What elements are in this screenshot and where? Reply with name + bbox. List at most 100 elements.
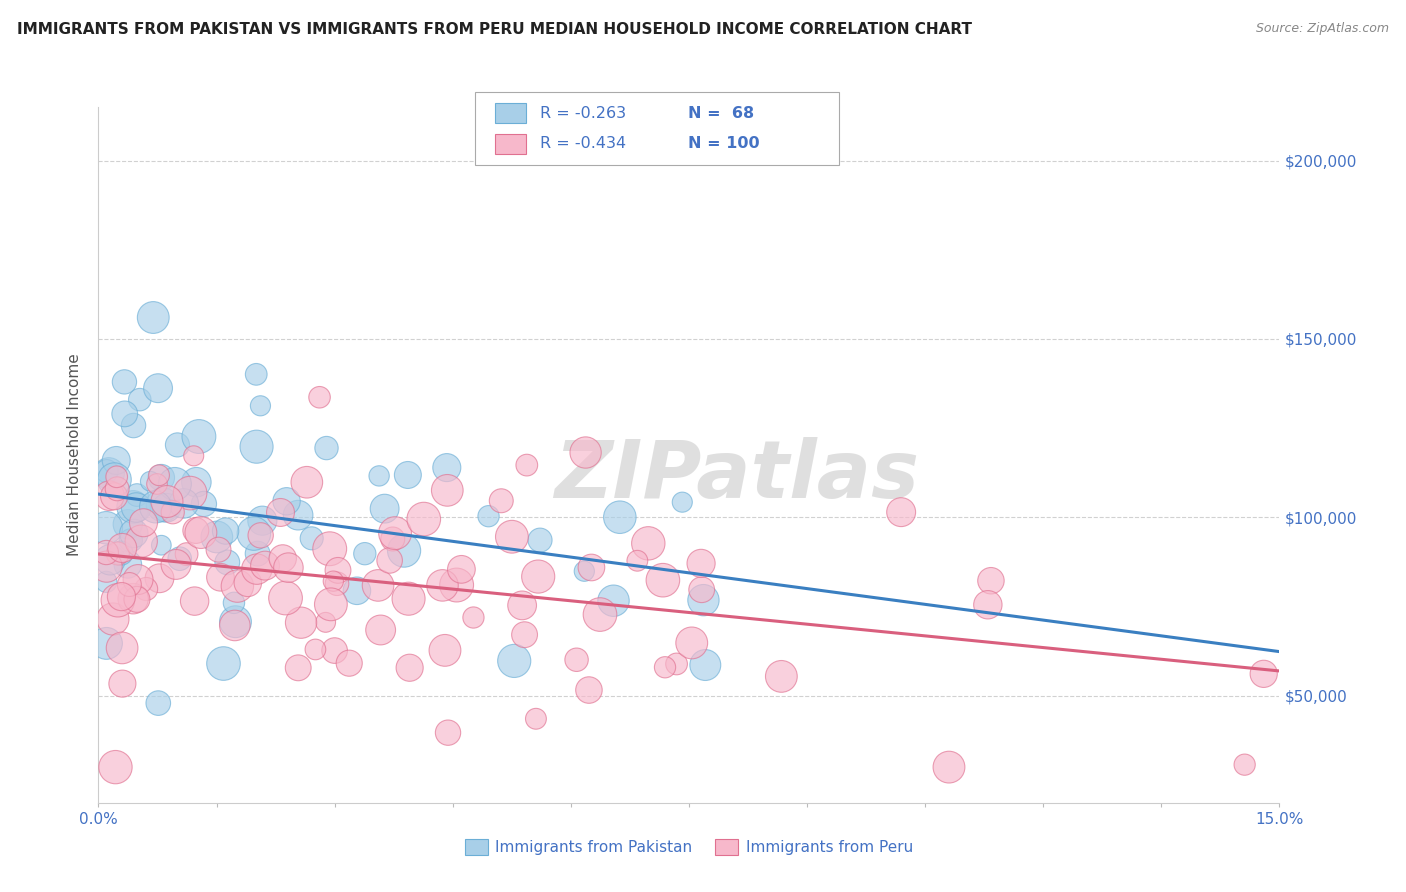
Point: [575, 445, 598, 459]
Point: [187, 429, 209, 443]
Point: [132, 516, 155, 530]
Point: [96, 521, 118, 535]
Point: [433, 643, 456, 657]
Point: [503, 654, 526, 668]
Point: [367, 578, 389, 592]
Point: [249, 399, 271, 413]
Point: [277, 560, 299, 574]
Text: N = 100: N = 100: [688, 136, 759, 152]
Point: [396, 467, 419, 482]
Point: [236, 575, 259, 590]
Point: [243, 526, 266, 541]
Point: [322, 574, 344, 589]
Point: [96, 464, 118, 478]
Point: [374, 501, 396, 516]
Point: [938, 760, 960, 774]
Point: [412, 512, 434, 526]
Point: [96, 559, 118, 574]
Point: [224, 618, 246, 632]
Point: [368, 469, 391, 483]
Point: [209, 570, 232, 584]
Point: [166, 438, 188, 452]
Point: [977, 598, 1000, 612]
Point: [111, 640, 134, 655]
Point: [214, 524, 236, 538]
Point: [96, 545, 118, 559]
Point: [276, 494, 298, 508]
Point: [98, 553, 121, 567]
Point: [254, 558, 277, 573]
Point: [217, 555, 239, 569]
Point: [690, 557, 713, 571]
Point: [103, 489, 125, 503]
Point: [384, 526, 406, 541]
Point: [510, 599, 533, 613]
Point: [602, 593, 624, 607]
Y-axis label: Median Household Income: Median Household Income: [67, 353, 83, 557]
Point: [145, 500, 167, 514]
Point: [125, 592, 148, 607]
Point: [326, 563, 349, 577]
Point: [290, 615, 312, 630]
Point: [319, 541, 342, 556]
Point: [105, 453, 128, 467]
Point: [105, 482, 128, 496]
Point: [122, 418, 145, 433]
Point: [301, 531, 323, 545]
Point: [114, 375, 136, 389]
Point: [150, 471, 173, 485]
Point: [637, 536, 659, 550]
Point: [353, 547, 375, 561]
Point: [381, 532, 404, 546]
Point: [398, 591, 420, 606]
Point: [122, 500, 145, 514]
Point: [162, 505, 184, 519]
Point: [271, 551, 294, 566]
Point: [1233, 757, 1256, 772]
Point: [155, 500, 177, 515]
Point: [681, 636, 703, 650]
Point: [501, 530, 523, 544]
Point: [319, 597, 342, 611]
Point: [146, 477, 169, 491]
Point: [370, 623, 392, 637]
Point: [287, 661, 309, 675]
Text: IMMIGRANTS FROM PAKISTAN VS IMMIGRANTS FROM PERU MEDIAN HOUSEHOLD INCOME CORRELA: IMMIGRANTS FROM PAKISTAN VS IMMIGRANTS F…: [17, 22, 972, 37]
Point: [446, 578, 468, 592]
Point: [578, 683, 600, 698]
Point: [436, 460, 458, 475]
Point: [111, 541, 134, 555]
Point: [524, 712, 547, 726]
Point: [184, 524, 207, 538]
Point: [169, 551, 191, 566]
Point: [529, 533, 551, 548]
Point: [205, 530, 228, 544]
Text: Source: ZipAtlas.com: Source: ZipAtlas.com: [1256, 22, 1389, 36]
Point: [252, 514, 274, 528]
Point: [245, 368, 267, 382]
Point: [295, 475, 318, 490]
Point: [96, 636, 118, 650]
Point: [890, 505, 912, 519]
Text: ZIPatlas: ZIPatlas: [554, 437, 918, 515]
Point: [104, 760, 127, 774]
Point: [589, 607, 612, 622]
Point: [222, 596, 245, 610]
Point: [148, 468, 170, 483]
Point: [308, 390, 330, 404]
Point: [207, 542, 229, 557]
Point: [110, 590, 132, 604]
Point: [654, 660, 676, 674]
Point: [392, 543, 415, 558]
Point: [477, 509, 499, 524]
Point: [176, 547, 198, 561]
Text: R = -0.434: R = -0.434: [540, 136, 626, 152]
Point: [120, 533, 142, 548]
Point: [770, 669, 793, 683]
Point: [183, 594, 205, 608]
Point: [609, 510, 631, 524]
Point: [665, 657, 688, 671]
Point: [148, 696, 170, 710]
Point: [980, 574, 1002, 588]
Point: [651, 573, 673, 587]
